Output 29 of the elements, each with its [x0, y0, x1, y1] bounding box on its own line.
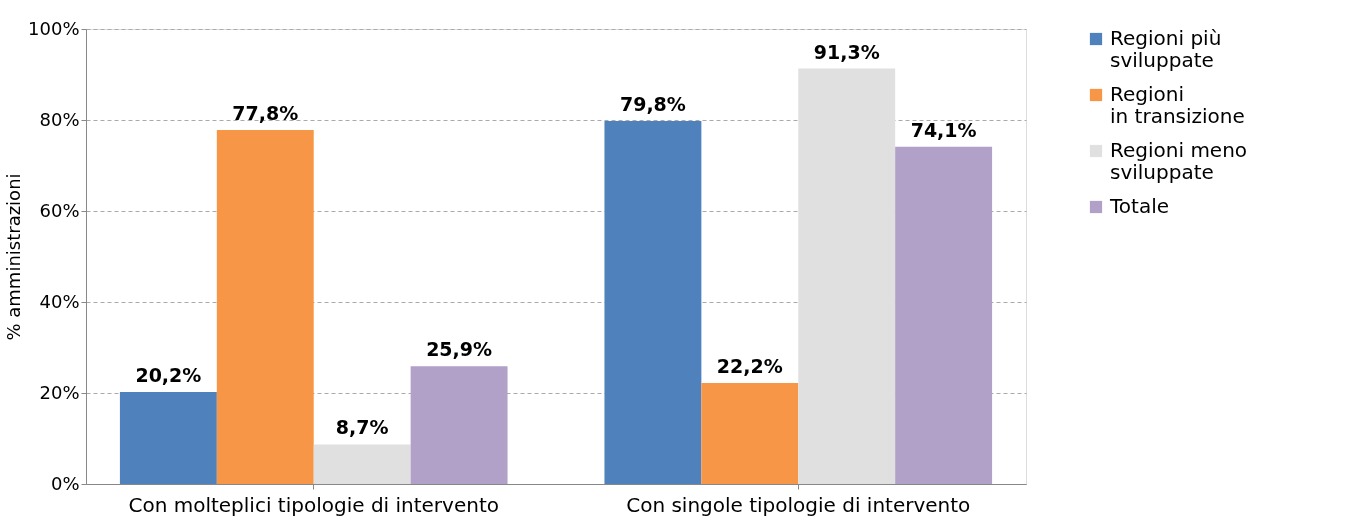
data-label: 22,2% — [716, 354, 783, 377]
y-tick-label: 0% — [50, 472, 80, 494]
y-axis-title: % amministrazioni — [3, 173, 25, 341]
data-label: 79,8% — [619, 92, 686, 115]
legend-label: Regioni in transizione — [1110, 82, 1245, 128]
data-label: 8,7% — [335, 416, 389, 439]
bar — [798, 68, 896, 484]
bar — [410, 366, 508, 484]
data-label: 91,3% — [813, 40, 880, 63]
y-tick-label: 100% — [28, 17, 80, 39]
bar — [119, 392, 217, 484]
legend-label: Regioni meno sviluppate — [1110, 138, 1248, 184]
y-tick-label: 40% — [39, 290, 80, 312]
bar — [604, 120, 702, 484]
bar — [701, 382, 799, 484]
bar — [216, 130, 314, 484]
legend-label: Regioni più sviluppate — [1110, 26, 1222, 72]
data-label: 77,8% — [232, 102, 299, 125]
data-label: 74,1% — [910, 118, 977, 141]
y-tick-label: 60% — [39, 199, 80, 221]
bar — [895, 146, 993, 484]
data-label: 25,9% — [426, 338, 493, 361]
y-tick-label: 80% — [39, 108, 80, 130]
data-label: 20,2% — [135, 364, 202, 387]
bar — [313, 444, 411, 484]
x-tick-label: Con singole tipologie di intervento — [626, 492, 971, 517]
y-tick-label: 20% — [39, 381, 80, 403]
legend-label: Totale — [1109, 194, 1170, 218]
x-tick-label: Con molteplici tipologie di intervento — [128, 492, 499, 517]
